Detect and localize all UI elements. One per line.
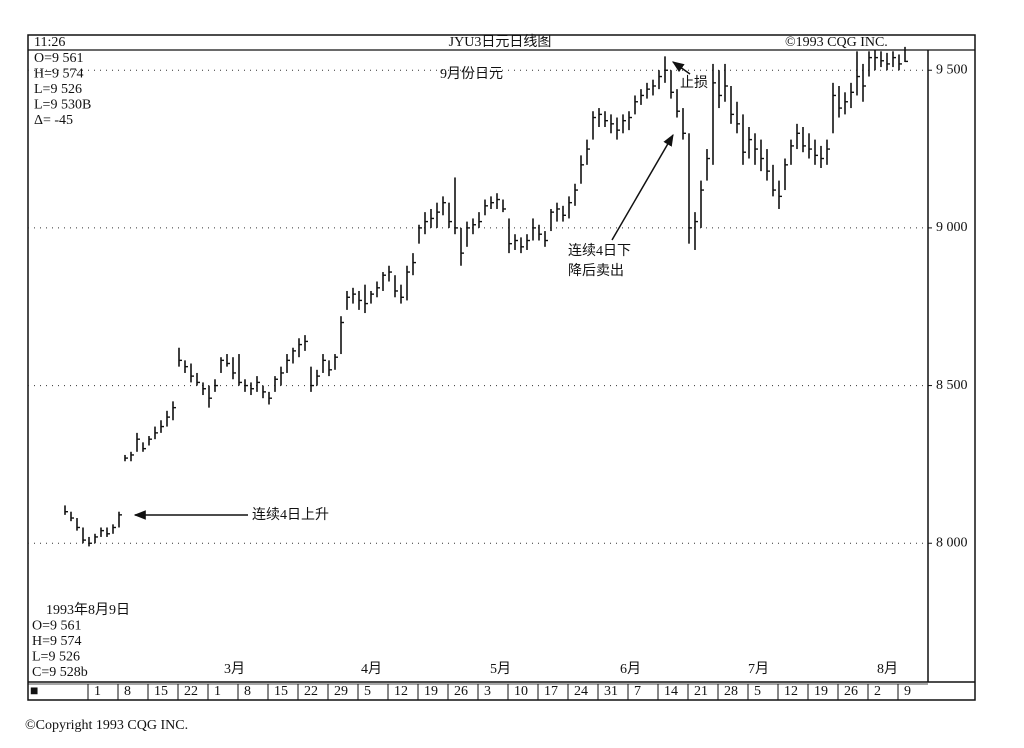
x-tick-label: 19 (424, 684, 438, 699)
annotation: 连续4日上升 (252, 506, 329, 523)
y-tick-label: 8 000 (936, 535, 968, 550)
x-tick-label: 10 (514, 684, 528, 699)
x-tick-label: 1 (94, 684, 101, 699)
x-tick-label: 28 (724, 684, 738, 699)
info-line: O=9 561 (32, 619, 82, 634)
footer: ©Copyright 1993 CQG INC. (25, 718, 188, 733)
x-tick-label: ■ (30, 684, 38, 699)
header-title: JYU3日元日线图 (449, 34, 552, 50)
outer-frame (27, 34, 976, 701)
x-tick-label: 14 (664, 684, 678, 699)
x-tick-label: 26 (844, 684, 858, 699)
info-line: 1993年8月9日 (46, 602, 130, 618)
header-copyright: ©1993 CQG INC. (785, 35, 888, 50)
info-line: L=9 530B (34, 98, 91, 113)
x-tick-label: 22 (304, 684, 318, 699)
info-line: L=9 526 (34, 82, 82, 97)
x-tick-label: 21 (694, 684, 708, 699)
info-line: L=9 526 (32, 650, 80, 665)
y-tick-label: 8 500 (936, 378, 968, 393)
info-line: Δ= -45 (34, 113, 73, 128)
x-tick-label: 7 (634, 684, 641, 699)
month-label: 3月 (224, 661, 245, 677)
x-tick-label: 17 (544, 684, 558, 699)
arrow (672, 61, 691, 75)
x-tick-label: 12 (394, 684, 408, 699)
x-tick-label: 22 (184, 684, 198, 699)
y-tick-label: 9 000 (936, 220, 968, 235)
annotation: 止损 (680, 75, 708, 91)
x-tick-label: 26 (454, 684, 468, 699)
x-tick-label: 29 (334, 684, 348, 699)
y-tick-label: 9 500 (936, 62, 968, 77)
x-tick-label: 12 (784, 684, 798, 699)
info-line: H=9 574 (32, 634, 82, 649)
x-tick-label: 1 (214, 684, 221, 699)
month-label: 4月 (361, 661, 382, 677)
x-tick-label: 19 (814, 684, 828, 699)
annotation: 降后卖出 (568, 263, 624, 279)
x-tick-label: 8 (124, 684, 131, 699)
x-tick-label: 8 (244, 684, 251, 699)
subtitle: 9月份日元 (440, 66, 503, 82)
x-tick-label: 5 (754, 684, 761, 699)
info-line: H=9 574 (34, 67, 84, 82)
x-tick-label: 15 (274, 684, 288, 699)
month-label: 6月 (620, 661, 641, 677)
info-line: C=9 528b (32, 665, 88, 680)
arrow (611, 133, 674, 241)
annotation: 连续4日下 (568, 242, 631, 259)
x-tick-label: 24 (574, 684, 588, 699)
month-label: 8月 (877, 661, 898, 677)
header-time: 11:26 (34, 35, 65, 50)
info-line: O=9 561 (34, 51, 84, 66)
x-tick-label: 3 (484, 684, 491, 699)
x-tick-label: 15 (154, 684, 168, 699)
x-tick-label: 5 (364, 684, 371, 699)
month-label: 5月 (490, 661, 511, 677)
x-tick-label: 31 (604, 684, 618, 699)
month-label: 7月 (748, 661, 769, 677)
x-tick-label: 2 (874, 684, 881, 699)
x-tick-label: 9 (904, 684, 911, 699)
